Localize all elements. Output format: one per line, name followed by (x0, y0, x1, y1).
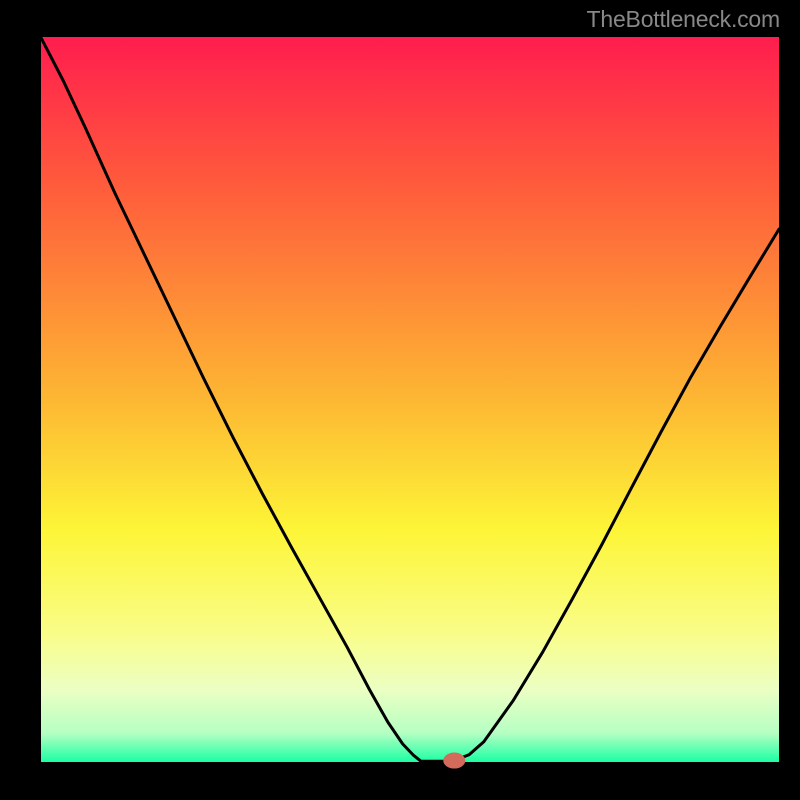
watermark-text: TheBottleneck.com (587, 6, 780, 33)
page-root: TheBottleneck.com (0, 0, 800, 800)
bottleneck-chart (0, 0, 800, 800)
chart-marker (443, 753, 465, 769)
chart-svg (0, 0, 800, 800)
chart-plot-area (41, 37, 779, 762)
